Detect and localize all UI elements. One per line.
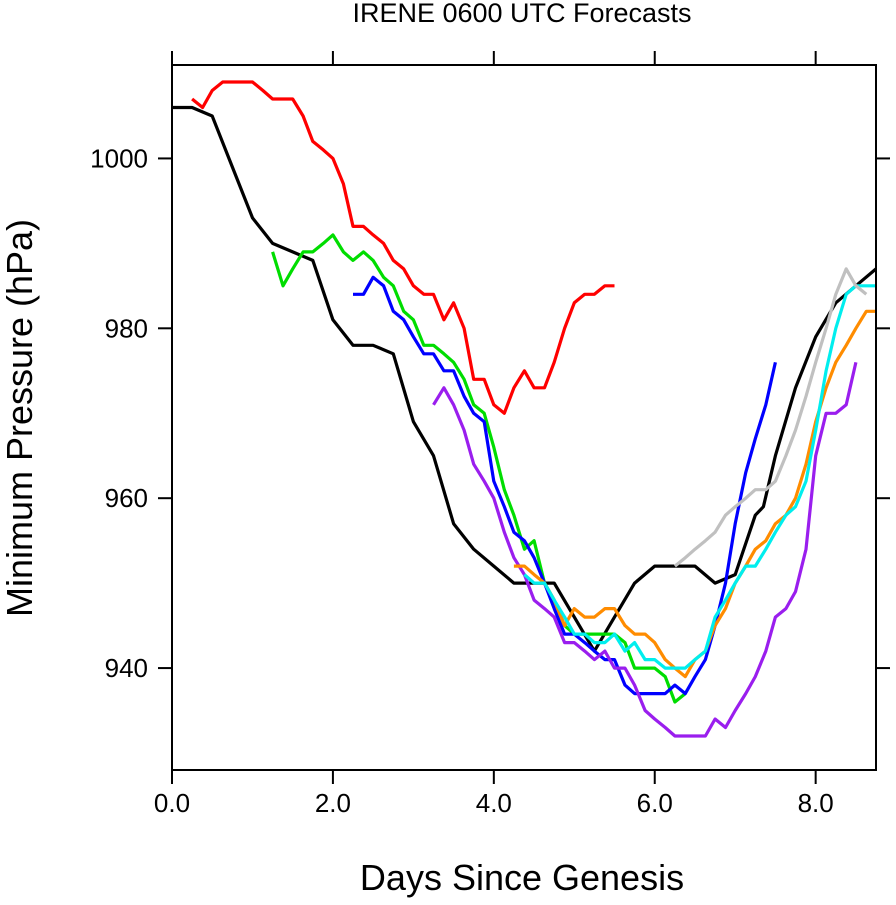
chart-title: IRENE 0600 UTC Forecasts [352,0,691,28]
x-tick-label: 4.0 [476,788,512,818]
axes-layer [171,64,877,771]
y-axis-ticks: 940 960 980 1000 [90,143,890,683]
series-line-3 [271,233,687,704]
plot-frame [171,64,877,771]
y-tick-label: 960 [105,483,148,513]
x-axis-label: Days Since Genesis [360,857,684,898]
x-tick-label: 2.0 [315,788,351,818]
x-axis-ticks: 0.0 2.0 4.0 6.0 8.0 [154,51,834,818]
y-axis-label: Minimum Pressure (hPa) [0,219,40,617]
series-line-5 [432,361,858,738]
x-tick-label: 8.0 [798,788,834,818]
series-layer [172,80,878,738]
y-tick-label: 1000 [90,143,148,173]
series-line-1 [191,80,615,415]
x-tick-label: 6.0 [637,788,673,818]
series-line-4 [353,275,777,696]
y-tick-label: 980 [105,313,148,343]
x-tick-label: 0.0 [154,788,190,818]
series-line-7 [523,284,876,670]
series-line-8 [673,267,868,568]
y-tick-label: 940 [105,653,148,683]
